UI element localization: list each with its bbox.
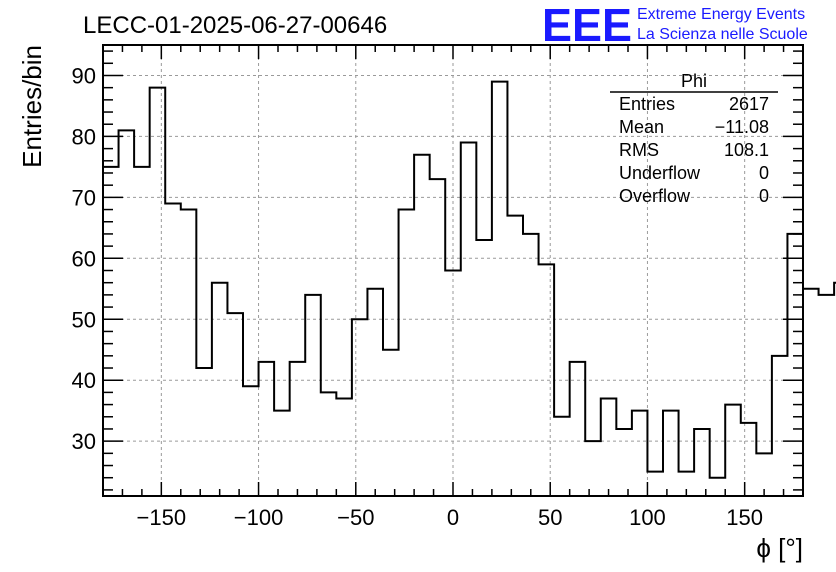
- x-tick-label: 100: [629, 505, 666, 530]
- histogram-series: [103, 80, 836, 497]
- histogram-bin: [165, 203, 181, 496]
- x-axis-title: ϕ [°]: [756, 533, 803, 563]
- histogram-bin: [150, 88, 166, 496]
- histogram-bin: [227, 313, 243, 496]
- y-tick-label: 40: [72, 368, 96, 393]
- eee-logo-line2: La Scienza nelle Scuole: [637, 26, 808, 43]
- histogram-bin: [367, 289, 383, 496]
- histogram-line: [103, 80, 836, 479]
- x-tick-label: −150: [137, 505, 187, 530]
- histogram-bin: [336, 398, 352, 496]
- histogram-bin: [554, 417, 570, 496]
- eee-logo-mark: EEE: [542, 0, 632, 51]
- histogram-bin: [321, 392, 337, 496]
- x-tick-label: −50: [337, 505, 374, 530]
- histogram-bin: [259, 362, 275, 496]
- histogram-bin: [694, 429, 710, 496]
- histogram-bin: [445, 271, 461, 497]
- histogram-bin: [523, 234, 539, 496]
- histogram-bin: [787, 234, 803, 496]
- histogram-bin: [616, 429, 632, 496]
- stats-box-title: Phi: [681, 71, 707, 91]
- eee-logo: EEE Extreme Energy Events La Scienza nel…: [542, 0, 808, 51]
- histogram-bin: [430, 179, 446, 496]
- y-tick-label: 50: [72, 307, 96, 332]
- histogram-bin: [274, 411, 290, 496]
- stats-value: 2617: [729, 94, 769, 114]
- histogram-bin: [352, 319, 368, 496]
- y-tick-label: 80: [72, 124, 96, 149]
- x-tick-label: −100: [234, 505, 284, 530]
- x-tick-label: 150: [726, 505, 763, 530]
- histogram-bin: [461, 143, 477, 496]
- y-tick-label: 70: [72, 185, 96, 210]
- histogram-bin: [196, 368, 212, 496]
- x-tick-label: 50: [538, 505, 562, 530]
- stats-value: −11.08: [715, 117, 769, 137]
- histogram-bin: [803, 289, 819, 496]
- y-axis-title: Entries/bin: [17, 45, 47, 168]
- stats-label: Entries: [619, 94, 675, 114]
- histogram-bin: [647, 472, 663, 496]
- histogram-bin: [414, 155, 430, 496]
- stats-value: 0: [759, 163, 769, 183]
- stats-label: Underflow: [619, 163, 701, 183]
- histogram-bin: [290, 362, 306, 496]
- histogram-bin: [212, 283, 228, 496]
- stats-box: Phi Entries 2617 Mean −11.08 RMS 108.1 Underfl…: [610, 71, 778, 206]
- x-tick-label: 0: [447, 505, 459, 530]
- histogram-bin: [632, 411, 648, 496]
- stats-value: 0: [759, 186, 769, 206]
- stats-value: 108.1: [724, 140, 769, 160]
- stats-label: RMS: [619, 140, 659, 160]
- stats-label: Mean: [619, 117, 664, 137]
- histogram-bin: [601, 398, 617, 496]
- y-tick-label: 30: [72, 429, 96, 454]
- histogram-bin: [399, 210, 415, 496]
- histogram-bin: [243, 386, 259, 496]
- eee-logo-line1: Extreme Energy Events: [637, 6, 805, 23]
- tick-labels: −150 −100 −50 0 50 100 150 30 40 50 60 70 80 90: [72, 63, 764, 530]
- histogram-bin: [539, 264, 555, 496]
- histogram-bin: [570, 362, 586, 496]
- histogram-bin: [507, 216, 523, 496]
- histogram-bin: [134, 167, 150, 496]
- histogram-bin: [741, 423, 757, 496]
- chart-title: LECC-01-2025-06-27-00646: [83, 12, 387, 39]
- y-tick-label: 90: [72, 63, 96, 88]
- histogram-bin: [305, 295, 321, 496]
- grid-lines: [103, 45, 803, 496]
- y-tick-label: 60: [72, 246, 96, 271]
- histogram-bin: [819, 295, 835, 496]
- histogram-bin: [710, 478, 726, 496]
- stats-label: Overflow: [619, 186, 691, 206]
- histogram-bin: [492, 82, 508, 496]
- histogram-bin: [383, 350, 399, 496]
- histogram-bin: [476, 240, 492, 496]
- histogram-bin: [772, 356, 788, 496]
- histogram-bin: [181, 210, 197, 496]
- histogram-bin: [725, 405, 741, 496]
- axis-ticks: [102, 45, 804, 496]
- histogram-bin: [585, 441, 601, 496]
- histogram-bin: [663, 411, 679, 496]
